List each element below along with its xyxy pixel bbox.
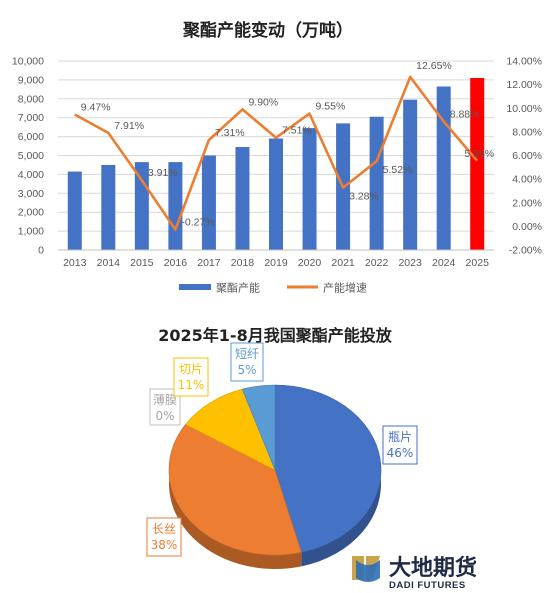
pie-callouts: 瓶片 46% 长丝 38% 薄膜 0% 切片 11% 短纤 5% bbox=[146, 342, 418, 557]
growth-line bbox=[74, 75, 479, 231]
pie-slice-name: 切片 bbox=[179, 362, 203, 376]
callout-box bbox=[382, 425, 418, 465]
x-axis-ticks: 2013 2014 2015 2016 2017 2018 2019 2020 2021 2022… bbox=[63, 257, 489, 269]
capacity-bar-2022 bbox=[369, 116, 384, 250]
right-axis-ticks: -2.00% 0.00% 2.00% 4.00% 6.00% 8.00% 10.00% 12.… bbox=[506, 56, 542, 257]
pie-slice-name: 薄膜 bbox=[153, 392, 177, 407]
right-axis-tick-label: 14.00% bbox=[506, 56, 542, 68]
logo-mark-icon bbox=[352, 556, 380, 582]
legend-label-capacity: 聚酯产能 bbox=[216, 281, 260, 295]
growth-data-label: 9.47% bbox=[81, 102, 111, 114]
callout-box bbox=[173, 357, 209, 397]
legend-swatch-capacity bbox=[179, 284, 211, 290]
x-axis-tick-label: 2022 bbox=[365, 257, 389, 269]
right-axis-tick-label: 8.00% bbox=[512, 126, 542, 138]
left-axis-tick-label: 3,000 bbox=[18, 188, 44, 200]
growth-data-label: -0.27% bbox=[181, 217, 214, 229]
capacity-bar-2016 bbox=[168, 162, 183, 250]
x-axis-tick-label: 2014 bbox=[97, 257, 121, 269]
right-axis-tick-label: 2.00% bbox=[512, 197, 542, 209]
growth-data-label: 7.51% bbox=[282, 125, 312, 137]
pie-slice-percent: 5% bbox=[237, 363, 256, 377]
growth-data-labels: 9.47%7.91% 3.91% -0.27% 7.31% 9.90% 7.51% 9.55… bbox=[81, 60, 494, 229]
left-axis-tick-label: 8,000 bbox=[18, 93, 44, 105]
x-axis-tick-label: 2015 bbox=[130, 257, 154, 269]
capacity-bar-2017 bbox=[201, 155, 216, 250]
growth-data-label: 3.28% bbox=[349, 191, 379, 203]
x-axis-tick-label: 2024 bbox=[432, 257, 456, 269]
pie-slice-percent: 46% bbox=[387, 446, 414, 460]
pie-slice-percent: 38% bbox=[151, 538, 178, 552]
capacity-bar-2024 bbox=[436, 86, 451, 250]
x-axis-tick-label: 2016 bbox=[164, 257, 188, 269]
left-axis-tick-label: 2,000 bbox=[18, 207, 44, 219]
logo-name-en: DADI FUTURES bbox=[389, 580, 466, 591]
growth-data-label: 5.52% bbox=[383, 164, 413, 176]
capacity-bar-2018 bbox=[235, 146, 250, 250]
x-axis-tick-label: 2020 bbox=[298, 257, 322, 269]
right-axis-tick-label: 12.00% bbox=[506, 79, 542, 91]
right-axis-tick-label: 10.00% bbox=[506, 103, 542, 115]
capacity-bar-2023 bbox=[403, 99, 418, 251]
growth-data-label: 5.55% bbox=[464, 148, 494, 160]
left-axis-tick-label: 4,000 bbox=[18, 169, 44, 181]
capacity-bar-2014 bbox=[101, 164, 116, 250]
left-axis-tick-label: 0 bbox=[38, 245, 44, 257]
pie-slice-瓶片 bbox=[274, 384, 382, 553]
right-axis-tick-label: -2.00% bbox=[509, 245, 542, 257]
right-axis-tick-label: 4.00% bbox=[512, 174, 542, 186]
left-axis-ticks: 0 1,000 2,000 3,000 4,000 5,000 6,000 7,000 8,00… bbox=[12, 56, 44, 257]
company-logo: 大地期货 DADI FUTURES bbox=[352, 555, 477, 591]
legend-label-growth: 产能增速 bbox=[323, 281, 367, 295]
growth-data-label: 7.31% bbox=[215, 127, 245, 139]
x-axis-tick-label: 2021 bbox=[331, 257, 355, 269]
pie-callout-短纤: 短纤 5% bbox=[230, 342, 264, 382]
left-axis-tick-label: 9,000 bbox=[18, 74, 44, 86]
growth-data-label: 3.91% bbox=[148, 167, 178, 179]
growth-data-label: 8.88% bbox=[450, 108, 480, 120]
pie-callout-长丝: 长丝 38% bbox=[146, 517, 182, 557]
right-axis-tick-label: 0.00% bbox=[512, 221, 542, 233]
pie-slice-长丝 bbox=[168, 424, 302, 556]
right-axis-tick-label: 6.00% bbox=[512, 150, 542, 162]
capacity-bar-2020 bbox=[302, 128, 317, 250]
growth-data-label: 9.55% bbox=[316, 101, 346, 113]
pie-slice-name: 瓶片 bbox=[388, 430, 412, 444]
pie-wall-长丝 bbox=[168, 424, 302, 570]
left-axis-tick-label: 5,000 bbox=[18, 150, 44, 162]
pie-slice-name: 短纤 bbox=[235, 347, 259, 361]
capacity-bar-2013 bbox=[67, 171, 82, 250]
x-axis-tick-label: 2017 bbox=[197, 257, 221, 269]
pie-slice-短纤 bbox=[241, 384, 276, 471]
pie-slice-切片 bbox=[185, 388, 276, 471]
left-axis-tick-label: 7,000 bbox=[18, 112, 44, 124]
x-axis-tick-label: 2019 bbox=[264, 257, 288, 269]
callout-box bbox=[146, 517, 182, 557]
growth-series-line bbox=[74, 75, 479, 231]
growth-data-label: 7.91% bbox=[114, 120, 144, 132]
x-axis-tick-label: 2025 bbox=[466, 257, 490, 269]
x-axis-tick-label: 2018 bbox=[231, 257, 255, 269]
growth-data-label: 12.65% bbox=[416, 60, 452, 72]
pie-chart-title: 2025年1-8月我国聚酯产能投放 bbox=[158, 326, 392, 345]
capacity-bar-2019 bbox=[269, 138, 283, 250]
pie-slice-name: 长丝 bbox=[152, 522, 176, 536]
pie-callout-瓶片: 瓶片 46% bbox=[382, 425, 418, 465]
x-axis-tick-label: 2013 bbox=[63, 257, 87, 269]
left-axis-tick-label: 6,000 bbox=[18, 131, 44, 143]
pie-slice-percent: 11% bbox=[178, 378, 205, 392]
pie-chart bbox=[168, 384, 382, 570]
growth-data-label: 9.90% bbox=[248, 96, 278, 108]
logo-name-cn: 大地期货 bbox=[389, 555, 477, 581]
bar-chart-title: 聚酯产能变动（万吨） bbox=[182, 20, 353, 41]
pie-callout-切片: 切片 11% bbox=[173, 357, 209, 397]
pie-slice-percent: 0% bbox=[155, 409, 174, 423]
bar-chart-legend: 聚酯产能 产能增速 bbox=[179, 281, 367, 295]
left-axis-tick-label: 10,000 bbox=[12, 56, 44, 68]
capacity-bar-2025 bbox=[470, 78, 485, 250]
callout-box bbox=[230, 342, 264, 382]
left-axis-tick-label: 1,000 bbox=[18, 226, 44, 238]
x-axis-tick-label: 2023 bbox=[398, 257, 422, 269]
